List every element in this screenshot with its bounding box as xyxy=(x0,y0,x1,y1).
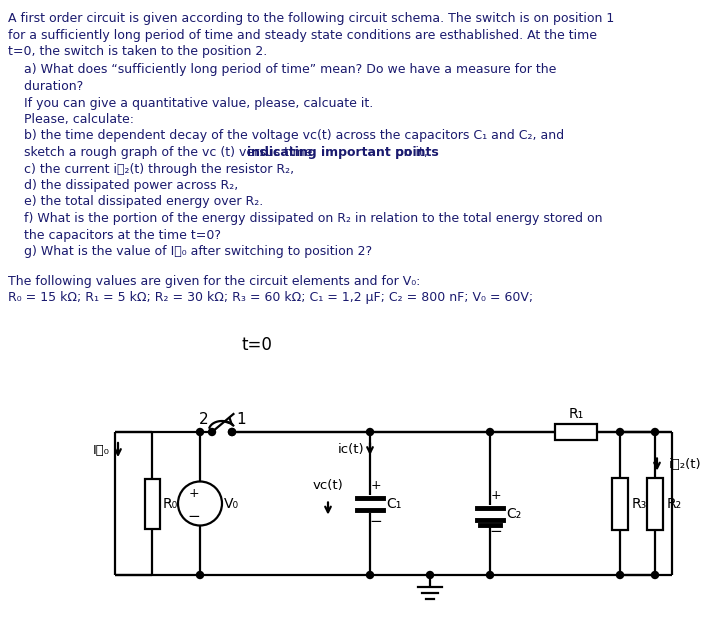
Text: d) the dissipated power across R₂,: d) the dissipated power across R₂, xyxy=(8,179,238,192)
Text: +: + xyxy=(189,487,199,500)
Circle shape xyxy=(228,428,235,435)
Bar xyxy=(145,479,159,528)
Text: on it,: on it, xyxy=(392,146,428,159)
Text: V₀: V₀ xyxy=(224,497,239,510)
Text: b) the time dependent decay of the voltage vᴄ(t) across the capacitors C₁ and C₂: b) the time dependent decay of the volta… xyxy=(8,130,564,143)
Text: sketch a rough graph of the vᴄ (t) versus time: sketch a rough graph of the vᴄ (t) versu… xyxy=(8,146,317,159)
Text: iᴄ(t): iᴄ(t) xyxy=(338,443,364,456)
Text: R₂: R₂ xyxy=(667,497,682,510)
Circle shape xyxy=(651,428,658,435)
Text: −: − xyxy=(489,524,503,539)
Circle shape xyxy=(178,482,222,526)
Circle shape xyxy=(366,428,373,435)
Text: +: + xyxy=(371,479,381,492)
Text: vᴄ(t): vᴄ(t) xyxy=(312,479,343,492)
Text: 2: 2 xyxy=(199,412,208,427)
Text: If you can give a quantitative value, please, calcuate it.: If you can give a quantitative value, pl… xyxy=(8,97,373,110)
Text: t=0: t=0 xyxy=(242,335,273,353)
Circle shape xyxy=(616,428,623,435)
Text: indicating important points: indicating important points xyxy=(246,146,439,159)
Text: C₁: C₁ xyxy=(386,497,402,510)
Circle shape xyxy=(486,572,494,578)
Text: duration?: duration? xyxy=(8,80,84,93)
Text: f) What is the portion of the energy dissipated on R₂ in relation to the total e: f) What is the portion of the energy dis… xyxy=(8,212,602,225)
Text: 1: 1 xyxy=(236,412,246,427)
Circle shape xyxy=(197,428,204,435)
Text: R₁: R₁ xyxy=(569,407,583,421)
Circle shape xyxy=(208,428,216,435)
Text: c) the current iᴯ₂(t) through the resistor R₂,: c) the current iᴯ₂(t) through the resist… xyxy=(8,162,294,175)
Text: a) What does “sufficiently long period of time” mean? Do we have a measure for t: a) What does “sufficiently long period o… xyxy=(8,63,557,76)
Bar xyxy=(555,424,597,440)
Text: g) What is the value of Iᴯ₀ after switching to position 2?: g) What is the value of Iᴯ₀ after switch… xyxy=(8,245,372,258)
Text: R₃: R₃ xyxy=(632,497,647,510)
Circle shape xyxy=(651,572,658,578)
Text: +: + xyxy=(491,489,501,502)
Bar xyxy=(647,477,663,529)
Text: A first order circuit is given according to the following circuit schema. The sw: A first order circuit is given according… xyxy=(8,12,614,25)
Bar xyxy=(612,477,628,529)
Circle shape xyxy=(616,572,623,578)
Circle shape xyxy=(427,572,434,578)
Text: C₂: C₂ xyxy=(506,507,522,521)
Circle shape xyxy=(486,428,494,435)
Text: Please, calculate:: Please, calculate: xyxy=(8,113,134,126)
Text: iᴯ₂(t): iᴯ₂(t) xyxy=(669,458,701,471)
Text: −: − xyxy=(370,514,383,529)
Text: −: − xyxy=(187,509,200,524)
Text: R₀: R₀ xyxy=(163,497,178,510)
Text: Iᴯ₀: Iᴯ₀ xyxy=(93,443,110,456)
Text: R₀ = 15 kΩ; R₁ = 5 kΩ; R₂ = 30 kΩ; R₃ = 60 kΩ; C₁ = 1,2 μF; C₂ = 800 nF; V₀ = 60: R₀ = 15 kΩ; R₁ = 5 kΩ; R₂ = 30 kΩ; R₃ = … xyxy=(8,291,533,304)
Text: the capacitors at the time t=0?: the capacitors at the time t=0? xyxy=(8,229,221,242)
Text: The following values are given for the circuit elements and for V₀:: The following values are given for the c… xyxy=(8,275,420,288)
Circle shape xyxy=(228,428,235,435)
Text: for a sufficiently long period of time and steady state conditions are esthablis: for a sufficiently long period of time a… xyxy=(8,29,597,42)
Text: t=0, the switch is taken to the position 2.: t=0, the switch is taken to the position… xyxy=(8,45,267,58)
Circle shape xyxy=(366,572,373,578)
Circle shape xyxy=(197,572,204,578)
Text: e) the total dissipated energy over R₂.: e) the total dissipated energy over R₂. xyxy=(8,195,263,208)
